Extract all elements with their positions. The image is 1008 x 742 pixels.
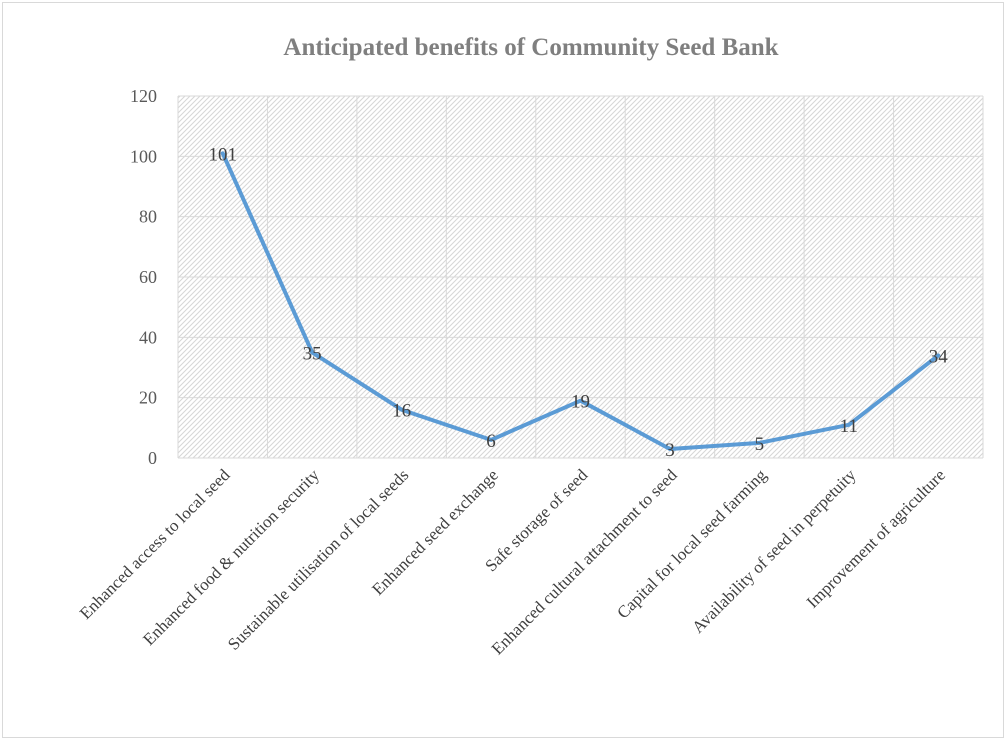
gridlines xyxy=(177,95,984,459)
data-label: 101 xyxy=(208,144,237,165)
x-tick-label: Enhanced food & nutrition security xyxy=(139,465,323,649)
x-tick-label: Availability of seed in perpetuity xyxy=(688,465,860,637)
data-label: 6 xyxy=(486,431,496,452)
x-tick-label: Enhanced access to local seed xyxy=(76,465,234,623)
line-chart: Anticipated benefits of Community Seed B… xyxy=(76,34,984,658)
data-label: 16 xyxy=(392,401,411,422)
y-tick-label: 120 xyxy=(130,86,157,106)
y-tick-label: 0 xyxy=(148,448,157,468)
y-tick-label: 100 xyxy=(130,146,157,166)
y-tick-label: 40 xyxy=(139,327,157,347)
y-tick-label: 80 xyxy=(139,207,157,227)
x-tick-label: Sustainable utilisation of local seeds xyxy=(224,465,412,653)
y-tick-label: 60 xyxy=(139,267,157,287)
y-axis: 0 20 40 60 80 100 120 xyxy=(130,86,157,468)
data-label: 35 xyxy=(303,343,322,364)
x-tick-label: Enhanced cultural attachment to seed xyxy=(488,465,681,658)
data-label: 19 xyxy=(571,392,590,413)
chart-title: Anticipated benefits of Community Seed B… xyxy=(283,34,778,61)
data-label: 5 xyxy=(755,434,765,455)
data-label: 3 xyxy=(665,440,675,461)
y-tick-label: 20 xyxy=(139,388,157,408)
series-line xyxy=(220,151,941,451)
data-label: 34 xyxy=(929,346,949,367)
x-tick-label: Capital for local seed farming xyxy=(613,465,770,622)
data-label: 11 xyxy=(840,416,858,437)
